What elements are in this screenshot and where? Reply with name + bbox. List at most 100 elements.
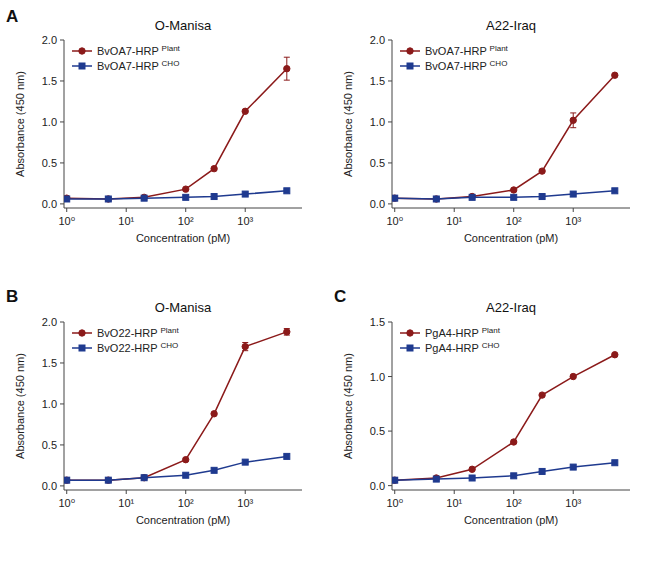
x-tick-label: 10² (178, 497, 194, 509)
figure: 0.00.51.01.52.010⁰10¹10²10³Concentration… (0, 0, 658, 568)
data-point (183, 186, 189, 192)
legend-label-base: PgA4-HRP (425, 327, 482, 339)
x-axis-label: Concentration (pM) (464, 232, 558, 244)
data-point (570, 117, 576, 123)
data-point (612, 352, 618, 358)
y-tick-label: 0.5 (370, 425, 385, 437)
y-tick (60, 80, 64, 81)
panel-label: C (334, 287, 346, 306)
x-tick (185, 490, 186, 494)
data-point (469, 466, 475, 472)
legend-label-base: BvO22-HRP (97, 327, 160, 339)
error-bar (570, 113, 576, 128)
series-line (67, 69, 287, 199)
data-point (612, 460, 618, 466)
y-tick-label: 2.0 (42, 34, 57, 46)
series-line (395, 355, 615, 480)
y-tick-label: 0.5 (370, 157, 385, 169)
x-tick (513, 208, 514, 212)
legend-label-superscript: CHO (482, 341, 500, 350)
legend: BvO22-HRP PlantBvO22-HRP CHO (72, 326, 179, 354)
legend-label: PgA4-HRP CHO (425, 341, 499, 354)
y-tick (388, 485, 392, 486)
y-tick-label: 0.0 (370, 198, 385, 210)
y-tick (60, 162, 64, 163)
x-tick-label: 10³ (565, 497, 581, 509)
x-axis-line (64, 208, 302, 209)
x-tick (185, 208, 186, 212)
x-tick-label: 10⁰ (58, 215, 75, 227)
data-point (539, 392, 545, 398)
legend-label-base: BvOA7-HRP (425, 60, 490, 72)
legend-label: BvOA7-HRP CHO (425, 59, 507, 72)
data-point (141, 475, 147, 481)
y-tick (60, 121, 64, 122)
legend-label-superscript: CHO (160, 341, 178, 350)
y-tick-label: 0.0 (42, 480, 57, 492)
data-point (105, 477, 111, 483)
y-tick (388, 431, 392, 432)
data-point (141, 475, 147, 481)
data-point (211, 165, 217, 171)
x-tick (66, 490, 67, 494)
legend-label-superscript: Plant (160, 326, 179, 335)
x-tick-label: 10² (506, 497, 522, 509)
y-tick (60, 403, 64, 404)
y-tick-label: 2.0 (370, 34, 385, 46)
data-point (242, 343, 248, 349)
y-tick-label: 0.0 (42, 198, 57, 210)
legend-label-superscript: CHO (490, 59, 508, 68)
legend-label-base: BvOA7-HRP (97, 45, 162, 57)
legend-marker (79, 345, 85, 351)
legend-marker (79, 330, 85, 336)
legend: BvOA7-HRP PlantBvOA7-HRP CHO (400, 44, 509, 72)
data-point (433, 475, 439, 481)
panel: 0.00.51.01.510⁰10¹10²10³Concentration (p… (342, 300, 630, 526)
data-point (612, 188, 618, 194)
y-tick (388, 121, 392, 122)
data-point (392, 477, 398, 483)
legend: BvOA7-HRP PlantBvOA7-HRP CHO (72, 44, 181, 72)
data-point (469, 193, 475, 199)
data-point (539, 168, 545, 174)
data-point (183, 194, 189, 200)
legend-label: BvO22-HRP Plant (97, 326, 179, 339)
data-point (570, 191, 576, 197)
x-tick-label: 10⁰ (386, 497, 403, 509)
panel-label: A (6, 7, 18, 26)
data-point (511, 194, 517, 200)
error-bar (284, 57, 290, 80)
data-point (211, 467, 217, 473)
data-point (64, 477, 70, 483)
data-point (433, 476, 439, 482)
legend-marker (407, 345, 413, 351)
x-tick-label: 10¹ (446, 215, 462, 227)
legend-label-base: BvOA7-HRP (97, 60, 162, 72)
data-point (284, 329, 290, 335)
legend-label-base: BvOA7-HRP (425, 45, 490, 57)
data-point (242, 191, 248, 197)
series-line (67, 332, 287, 480)
x-tick-label: 10¹ (118, 215, 134, 227)
series-line (67, 456, 287, 480)
x-tick-label: 10² (506, 215, 522, 227)
x-tick-label: 10² (178, 215, 194, 227)
title: O-Manisa (155, 18, 212, 33)
y-axis-line (64, 322, 65, 490)
y-axis-label: Absorbance (450 nm) (342, 71, 354, 177)
data-point (183, 456, 189, 462)
y-tick (60, 40, 64, 41)
legend-marker (407, 48, 413, 54)
x-tick (394, 208, 395, 212)
data-point (392, 477, 398, 483)
y-axis-line (392, 40, 393, 208)
series-line (395, 463, 615, 480)
data-point (105, 196, 111, 202)
data-point (211, 411, 217, 417)
y-axis-label: Absorbance (450 nm) (14, 353, 26, 459)
y-tick (388, 203, 392, 204)
y-tick-label: 1.5 (42, 75, 57, 87)
y-tick-label: 2.0 (42, 316, 57, 328)
background (0, 0, 658, 568)
series-line (395, 191, 615, 199)
